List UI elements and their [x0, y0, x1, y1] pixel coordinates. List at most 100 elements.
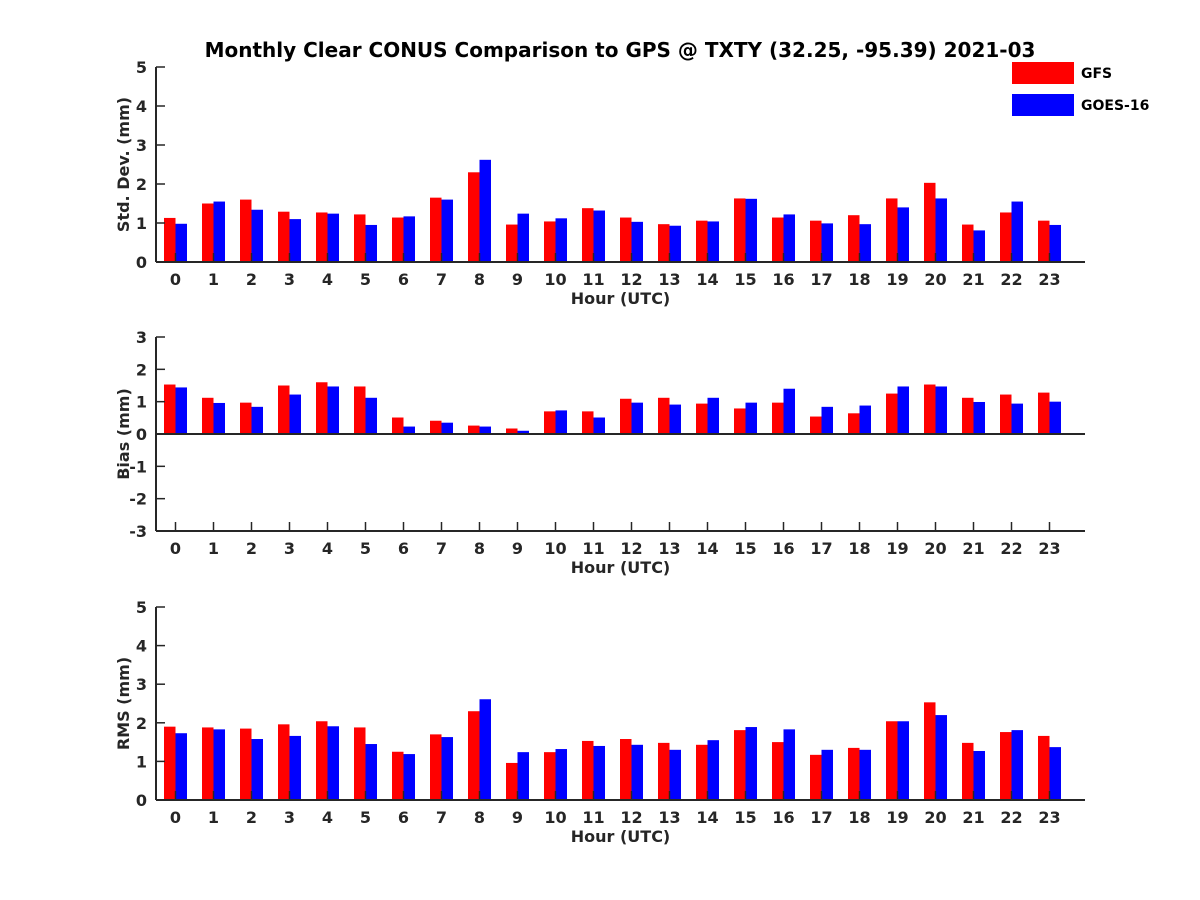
- bar-gfs-0: [164, 217, 176, 262]
- x-tick-label: 7: [436, 539, 447, 558]
- bar-gfs-9: [506, 428, 518, 434]
- x-tick-label: 5: [360, 539, 371, 558]
- bar-gfs-4: [316, 721, 328, 800]
- bar-goes-16-10: [555, 749, 567, 800]
- bar-gfs-16: [772, 217, 784, 262]
- bar-gfs-23: [1038, 392, 1050, 434]
- x-tick-label: 5: [360, 270, 371, 289]
- bar-goes-16-15: [745, 727, 757, 800]
- bar-gfs-6: [392, 751, 404, 800]
- x-tick-label: 15: [734, 270, 756, 289]
- bar-gfs-16: [772, 742, 784, 800]
- bar-goes-16-5: [365, 397, 377, 434]
- x-tick-label: 4: [322, 539, 333, 558]
- legend-swatch-goes-16: [1012, 94, 1074, 116]
- bar-goes-16-13: [669, 749, 681, 800]
- bar-goes-16-12: [631, 402, 643, 434]
- y-tick-label: -1: [129, 457, 147, 476]
- x-tick-label: 10: [544, 808, 566, 827]
- y-tick-label: 1: [136, 393, 147, 412]
- bar-goes-16-19: [897, 721, 909, 800]
- x-tick-label: 0: [170, 270, 181, 289]
- x-tick-label: 0: [170, 539, 181, 558]
- x-tick-label: 17: [810, 808, 832, 827]
- bar-goes-16-9: [517, 213, 529, 262]
- bar-goes-16-6: [403, 754, 415, 800]
- x-tick-label: 8: [474, 808, 485, 827]
- bar-gfs-5: [354, 214, 366, 262]
- x-tick-label: 11: [582, 808, 604, 827]
- bar-goes-16-14: [707, 221, 719, 262]
- x-tick-label: 23: [1038, 808, 1060, 827]
- bar-goes-16-18: [859, 224, 871, 262]
- bar-gfs-16: [772, 402, 784, 434]
- bar-goes-16-1: [213, 201, 225, 262]
- y-tick-label: -2: [129, 490, 147, 509]
- y-tick-label: 2: [136, 714, 147, 733]
- bar-gfs-6: [392, 217, 404, 262]
- bar-goes-16-5: [365, 224, 377, 262]
- bar-gfs-13: [658, 742, 670, 800]
- y-axis-label: Bias (mm): [114, 388, 133, 480]
- y-axis-label: RMS (mm): [114, 657, 133, 750]
- x-tick-label: 3: [284, 270, 295, 289]
- bar-goes-16-11: [593, 210, 605, 262]
- bar-goes-16-16: [783, 388, 795, 434]
- bar-gfs-12: [620, 217, 632, 262]
- bar-goes-16-0: [175, 733, 187, 800]
- bar-goes-16-17: [821, 749, 833, 800]
- x-axis-label: Hour (UTC): [571, 558, 671, 577]
- bar-goes-16-3: [289, 219, 301, 262]
- bar-gfs-1: [202, 727, 214, 800]
- bar-goes-16-22: [1011, 201, 1023, 262]
- y-tick-label: 0: [136, 791, 147, 810]
- bar-gfs-19: [886, 198, 898, 262]
- bar-goes-16-15: [745, 402, 757, 434]
- legend-label: GFS: [1081, 66, 1112, 82]
- x-tick-label: 3: [284, 539, 295, 558]
- x-tick-label: 9: [512, 539, 523, 558]
- x-tick-label: 16: [772, 539, 794, 558]
- bar-goes-16-23: [1049, 224, 1061, 262]
- x-tick-label: 11: [582, 539, 604, 558]
- x-tick-label: 22: [1000, 808, 1022, 827]
- x-tick-label: 23: [1038, 539, 1060, 558]
- bar-gfs-2: [240, 402, 252, 434]
- x-tick-label: 5: [360, 808, 371, 827]
- bar-gfs-21: [962, 742, 974, 800]
- y-tick-label: 1: [136, 752, 147, 771]
- bar-goes-16-20: [935, 386, 947, 434]
- bar-gfs-17: [810, 754, 822, 800]
- x-tick-label: 12: [620, 270, 642, 289]
- bar-gfs-3: [278, 385, 290, 434]
- bar-goes-16-4: [327, 726, 339, 800]
- bar-goes-16-1: [213, 402, 225, 434]
- bar-goes-16-3: [289, 735, 301, 800]
- bar-goes-16-8: [479, 426, 491, 434]
- y-tick-label: 4: [136, 97, 147, 116]
- x-tick-label: 11: [582, 270, 604, 289]
- y-tick-label: 5: [136, 58, 147, 77]
- chart-title: Monthly Clear CONUS Comparison to GPS @ …: [205, 38, 1036, 62]
- x-tick-label: 13: [658, 539, 680, 558]
- bar-gfs-20: [924, 182, 936, 262]
- bar-gfs-7: [430, 734, 442, 800]
- bar-gfs-19: [886, 721, 898, 800]
- bar-goes-16-18: [859, 749, 871, 800]
- x-tick-label: 23: [1038, 270, 1060, 289]
- bar-goes-16-4: [327, 386, 339, 434]
- bar-gfs-22: [1000, 394, 1012, 434]
- bar-goes-16-6: [403, 426, 415, 434]
- bar-goes-16-3: [289, 394, 301, 434]
- y-axis-label: Std. Dev. (mm): [114, 97, 133, 232]
- x-tick-label: 15: [734, 539, 756, 558]
- bar-goes-16-19: [897, 207, 909, 262]
- x-tick-label: 8: [474, 539, 485, 558]
- bar-gfs-0: [164, 726, 176, 800]
- bar-gfs-5: [354, 386, 366, 434]
- x-tick-label: 21: [962, 270, 984, 289]
- y-tick-label: 3: [136, 675, 147, 694]
